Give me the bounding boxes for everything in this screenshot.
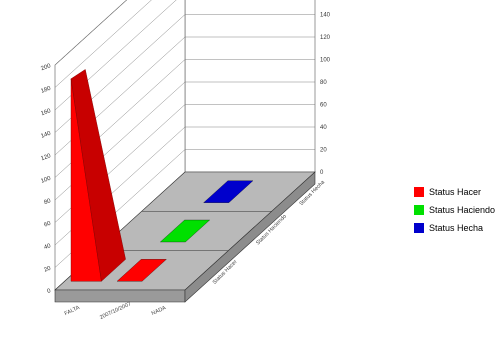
y-tick-right-5: 100 [320, 58, 331, 64]
legend: Status Hacer Status Haciendo Status Hech… [414, 183, 495, 237]
legend-swatch-hecha [414, 223, 424, 233]
y-tick-left-7: 140 [40, 131, 52, 140]
gridline-9 [54, 0, 152, 88]
y-tick-right-2: 40 [320, 125, 327, 131]
y-tick-left-4: 80 [43, 198, 52, 206]
y-tick-right-1: 20 [320, 148, 327, 154]
back-wall [184, 0, 316, 173]
y-tick-right-7: 140 [320, 13, 331, 19]
y-tick-right-3: 60 [320, 103, 327, 109]
y-tick-left-1: 20 [43, 266, 52, 274]
floor-front [54, 289, 186, 303]
gridline-6 [54, 36, 315, 156]
bar-flat-0-1 [116, 259, 167, 282]
category-label-0: FALTA [64, 305, 81, 317]
chart-marks [70, 69, 254, 282]
y-tick-right-0: 0 [320, 170, 324, 176]
legend-label-haciendo: Status Haciendo [429, 205, 496, 215]
y-tick-right-6: 120 [320, 35, 331, 41]
gridline-7 [54, 14, 315, 133]
gridline-8 [54, 0, 177, 111]
legend-label-hacer: Status Hacer [429, 187, 482, 197]
y-tick-left-2: 40 [43, 243, 52, 251]
y-tick-right-4: 80 [320, 80, 327, 86]
category-label-2: NADA [151, 305, 168, 317]
y-tick-left-9: 180 [40, 86, 52, 95]
bar-side-0-0 [70, 69, 126, 282]
legend-item-haciendo: Status Haciendo [414, 201, 495, 219]
bar-flat-1-1 [159, 219, 211, 243]
bar-flat-2-1 [203, 180, 254, 203]
y-tick-left-3: 60 [43, 221, 52, 229]
y-tick-left-6: 120 [40, 153, 52, 162]
legend-item-hacer: Status Hacer [414, 183, 495, 201]
y-tick-left-5: 100 [40, 176, 52, 185]
legend-item-hecha: Status Hecha [414, 219, 495, 237]
y-tick-left-8: 160 [40, 108, 52, 117]
y-tick-left-0: 0 [46, 288, 52, 295]
y-tick-left-10: 200 [40, 63, 52, 72]
legend-swatch-hacer [414, 187, 424, 197]
legend-label-hecha: Status Hecha [429, 223, 484, 233]
gridline-10 [54, 0, 127, 66]
legend-swatch-haciendo [414, 205, 424, 215]
category-label-1: 2007/10/2007 [99, 301, 132, 321]
